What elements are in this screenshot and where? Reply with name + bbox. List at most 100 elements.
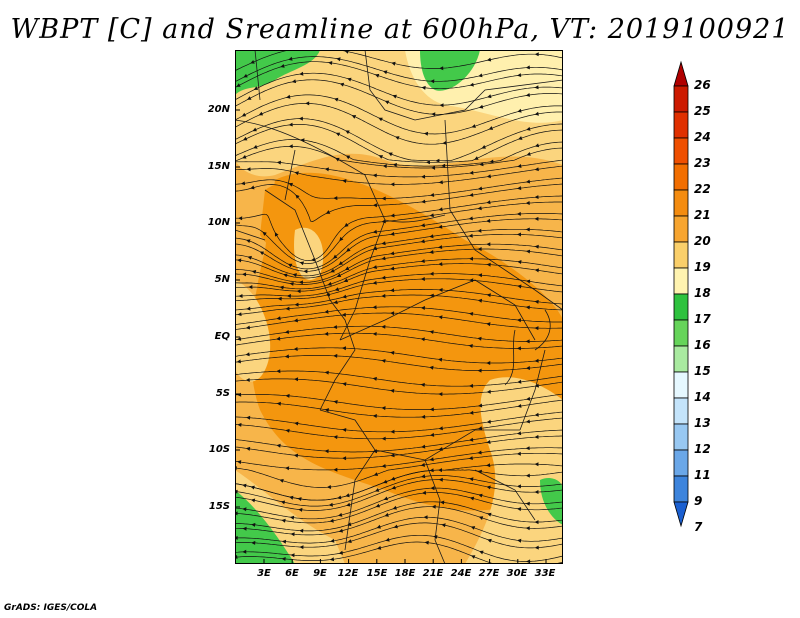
streamline-arrowhead xyxy=(324,331,329,336)
streamline-arrowhead xyxy=(477,206,482,211)
streamline-arrowhead xyxy=(288,182,293,187)
streamline-arrowhead xyxy=(525,366,530,370)
streamline-arrowhead xyxy=(516,484,521,489)
streamline-arrowhead xyxy=(534,216,539,221)
streamline-arrowhead xyxy=(477,228,482,233)
streamline-arrowhead xyxy=(534,383,539,388)
streamline-arrowhead xyxy=(280,64,285,68)
streamline xyxy=(235,263,563,292)
streamline-arrowhead xyxy=(274,232,279,237)
streamline-arrowhead xyxy=(298,280,303,285)
colorbar-label: 11 xyxy=(694,468,711,482)
streamline-arrowhead xyxy=(429,293,434,298)
streamline xyxy=(235,411,563,433)
streamline-arrowhead xyxy=(280,500,286,505)
streamline-arrowhead xyxy=(289,495,294,500)
streamline-arrowhead xyxy=(298,116,303,121)
streamline-arrowhead xyxy=(438,468,442,473)
streamline xyxy=(235,429,563,453)
streamline-arrowhead xyxy=(468,216,473,221)
streamline xyxy=(235,56,563,83)
wbpt-cool-cameroon xyxy=(294,227,324,280)
streamline-arrowhead xyxy=(516,451,521,456)
streamline-arrowhead xyxy=(245,352,250,357)
streamline-arrowhead xyxy=(395,136,400,140)
colorbar-swatch xyxy=(673,241,689,269)
streamline-arrowhead xyxy=(245,325,251,330)
streamline-arrowhead xyxy=(283,273,288,278)
streamline-arrowhead xyxy=(378,155,384,159)
streamline xyxy=(235,258,563,290)
streamline-arrowhead xyxy=(347,539,352,543)
streamline-arrowhead xyxy=(486,218,491,223)
streamline-arrowhead xyxy=(441,163,446,168)
streamline-arrowhead xyxy=(284,330,290,334)
streamline-arrowhead xyxy=(518,136,523,140)
streamline-arrowhead xyxy=(525,179,531,184)
streamline-arrowhead xyxy=(468,344,473,348)
streamline-arrowhead xyxy=(288,56,293,61)
streamline-arrowhead xyxy=(328,61,333,65)
streamline-arrowhead xyxy=(517,379,522,384)
streamline xyxy=(235,79,563,115)
streamline-arrowhead xyxy=(285,306,290,311)
streamline-arrowhead xyxy=(294,302,299,307)
streamline-arrowhead xyxy=(438,447,443,451)
colorbar-label: 26 xyxy=(694,78,711,92)
streamline-arrowhead xyxy=(469,170,474,175)
streamline-arrowhead xyxy=(293,318,298,323)
streamline-arrowhead xyxy=(420,259,425,263)
streamline-arrowhead xyxy=(477,247,482,251)
streamline xyxy=(235,492,563,524)
streamline-arrowhead xyxy=(468,312,474,316)
axis-ticks xyxy=(235,109,547,564)
streamline-arrowhead xyxy=(333,196,338,201)
streamline-arrowhead xyxy=(469,193,474,197)
streamline xyxy=(235,118,563,162)
streamline-arrowhead xyxy=(429,407,434,412)
streamline-arrowhead xyxy=(276,443,281,448)
streamline-arrowhead xyxy=(345,130,350,135)
streamline-arrowhead xyxy=(381,436,386,441)
streamline-arrowhead xyxy=(237,392,242,397)
streamline-arrowhead xyxy=(534,412,539,417)
streamline-arrowhead xyxy=(534,520,539,525)
streamline-arrowhead xyxy=(478,516,484,520)
streamline-arrowhead xyxy=(384,100,390,105)
streamline-arrowhead xyxy=(237,460,242,465)
chart-title: WBPT [C] and Sreamline at 600hPa, VT: 20… xyxy=(10,14,790,45)
streamline-arrowhead xyxy=(242,272,247,277)
streamline-arrowhead xyxy=(333,467,338,472)
lon-label-15e: 15E xyxy=(366,568,388,579)
streamline-arrowhead xyxy=(236,83,241,87)
streamline-arrowhead xyxy=(517,284,522,289)
streamline-arrowhead xyxy=(517,538,522,543)
streamline-arrowhead xyxy=(390,231,395,236)
streamline-arrowhead xyxy=(477,426,483,431)
streamline-arrowhead xyxy=(421,490,427,495)
wbpt-cool-west xyxy=(235,280,271,382)
streamline xyxy=(235,347,563,364)
streamline-arrowhead xyxy=(471,124,476,128)
streamline-arrowhead xyxy=(246,415,251,420)
streamline-arrowhead xyxy=(517,431,522,436)
streamline-arrowhead xyxy=(516,346,521,351)
streamline-arrowhead xyxy=(285,428,290,433)
streamline-arrowhead xyxy=(486,389,491,394)
streamline-arrowhead xyxy=(525,65,530,70)
streamline-arrowhead xyxy=(486,419,491,424)
streamline-arrowhead xyxy=(376,545,382,550)
streamline xyxy=(235,243,563,283)
colorbar-label: 15 xyxy=(694,364,711,378)
colorbar-bottom-arrow xyxy=(673,501,689,528)
streamline xyxy=(235,312,563,330)
streamline-arrowhead xyxy=(333,353,338,358)
streamlines xyxy=(235,50,563,564)
lon-label-33e: 33E xyxy=(534,568,556,579)
streamline-arrowhead xyxy=(429,213,434,218)
streamline-arrowhead xyxy=(381,256,386,261)
streamline-arrowhead xyxy=(372,246,378,251)
streamline-arrowhead xyxy=(253,86,259,90)
lon-label-27e: 27E xyxy=(478,568,500,579)
streamline-arrowhead xyxy=(241,112,247,117)
